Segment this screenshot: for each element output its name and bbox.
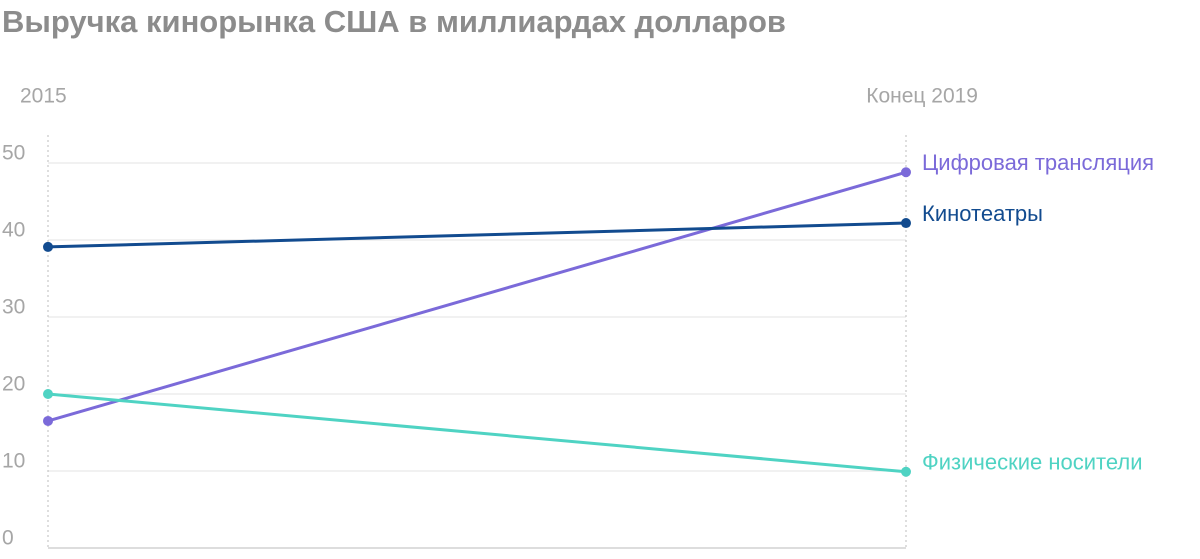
series-label: Цифровая трансляция bbox=[922, 150, 1154, 175]
x-tick-label: Конец 2019 bbox=[866, 85, 978, 108]
y-tick-label: 50 bbox=[2, 142, 25, 165]
y-tick-label: 0 bbox=[2, 527, 14, 550]
y-tick-label: 30 bbox=[2, 296, 25, 319]
point bbox=[901, 167, 911, 178]
point bbox=[43, 389, 53, 399]
series-label: Кинотеатры bbox=[922, 201, 1043, 226]
point bbox=[901, 466, 911, 477]
series-line bbox=[47, 170, 907, 423]
y-tick-label: 20 bbox=[2, 373, 25, 396]
series-line bbox=[47, 221, 907, 249]
y-tick-label: 10 bbox=[2, 450, 25, 473]
chart-title: Выручка кинорынка США в миллиардах долла… bbox=[2, 4, 786, 39]
x-tick-label: 2015 bbox=[20, 85, 67, 108]
series-label: Физические носители bbox=[922, 450, 1142, 475]
y-tick-label: 40 bbox=[2, 219, 25, 242]
point bbox=[43, 241, 53, 252]
point bbox=[43, 415, 53, 426]
series-line bbox=[47, 392, 907, 474]
point bbox=[901, 218, 911, 229]
